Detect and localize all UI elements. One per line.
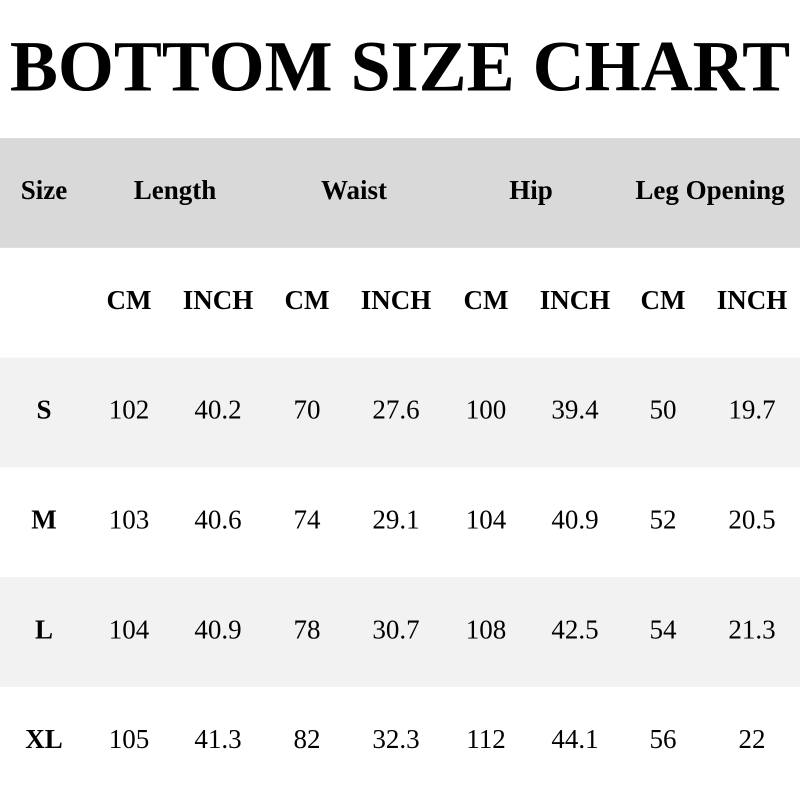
row-bg bbox=[0, 357, 800, 468]
cell-value: 40.9 bbox=[194, 614, 241, 644]
cell-value: 112 bbox=[466, 724, 506, 754]
unit-header: INCH bbox=[183, 285, 254, 315]
cell-value: 56 bbox=[650, 724, 677, 754]
cell-value: 32.3 bbox=[372, 724, 419, 754]
cell-value: 41.3 bbox=[194, 724, 241, 754]
column-header: Length bbox=[134, 175, 217, 205]
cell-value: 20.5 bbox=[728, 505, 775, 535]
size-label: L bbox=[35, 614, 53, 644]
row-bg bbox=[0, 577, 800, 687]
cell-value: 103 bbox=[109, 505, 150, 535]
cell-value: 40.2 bbox=[194, 395, 241, 425]
header-row-bg bbox=[0, 138, 800, 248]
column-header: Leg Opening bbox=[635, 175, 785, 205]
cell-value: 42.5 bbox=[551, 614, 598, 644]
cell-value: 22 bbox=[739, 724, 766, 754]
cell-value: 44.1 bbox=[551, 724, 598, 754]
size-label: M bbox=[31, 505, 56, 535]
cell-value: 29.1 bbox=[372, 505, 419, 535]
unit-header: INCH bbox=[361, 285, 432, 315]
column-header: Size bbox=[21, 175, 68, 205]
cell-value: 105 bbox=[109, 724, 150, 754]
cell-value: 21.3 bbox=[728, 614, 775, 644]
cell-value: 40.6 bbox=[194, 505, 241, 535]
cell-value: 100 bbox=[466, 395, 507, 425]
cell-value: 50 bbox=[650, 395, 677, 425]
cell-value: 39.4 bbox=[551, 395, 599, 425]
cell-value: 74 bbox=[294, 505, 322, 535]
size-label: S bbox=[36, 395, 51, 425]
cell-value: 40.9 bbox=[551, 505, 598, 535]
cell-value: 102 bbox=[109, 395, 150, 425]
title: BOTTOM SIZE CHART bbox=[10, 27, 790, 107]
cell-value: 27.6 bbox=[372, 395, 419, 425]
cell-value: 104 bbox=[466, 505, 507, 535]
unit-header: CM bbox=[464, 285, 509, 315]
cell-value: 30.7 bbox=[372, 614, 419, 644]
unit-header: CM bbox=[641, 285, 686, 315]
unit-header: INCH bbox=[717, 285, 788, 315]
cell-value: 70 bbox=[294, 395, 321, 425]
column-header: Hip bbox=[509, 175, 553, 205]
size-label: XL bbox=[25, 724, 63, 754]
unit-header: CM bbox=[107, 285, 152, 315]
column-header: Waist bbox=[321, 175, 387, 205]
cell-value: 54 bbox=[650, 614, 678, 644]
cell-value: 104 bbox=[109, 614, 150, 644]
cell-value: 108 bbox=[466, 614, 507, 644]
cell-value: 78 bbox=[294, 614, 321, 644]
cell-value: 82 bbox=[294, 724, 321, 754]
cell-value: 19.7 bbox=[728, 395, 775, 425]
unit-header: INCH bbox=[540, 285, 611, 315]
cell-value: 52 bbox=[650, 505, 677, 535]
unit-header: CM bbox=[285, 285, 330, 315]
